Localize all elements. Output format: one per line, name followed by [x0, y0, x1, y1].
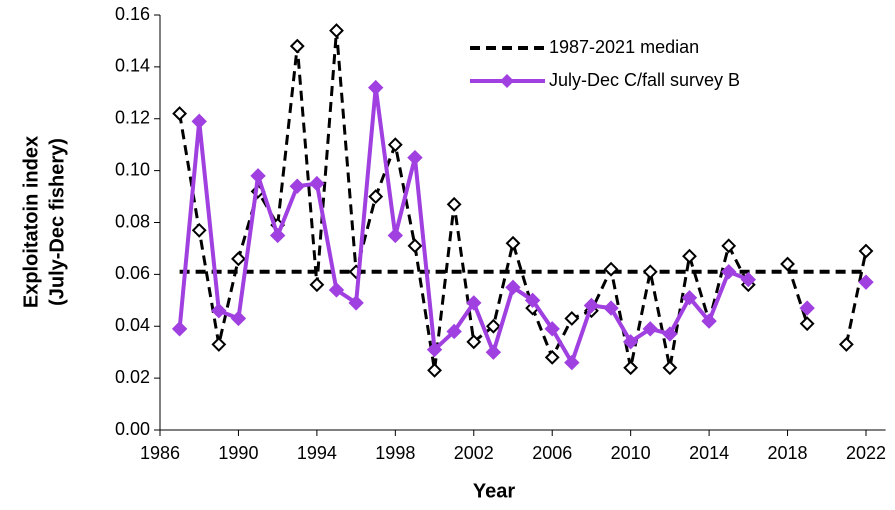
- data-point: [583, 297, 600, 314]
- data-point: [446, 196, 462, 212]
- data-point: [544, 349, 560, 365]
- data-point: [368, 79, 384, 96]
- data-point: [171, 321, 188, 337]
- data-point: [623, 360, 639, 376]
- data-point: [348, 295, 364, 311]
- data-point: [289, 38, 305, 54]
- data-point: [466, 295, 482, 311]
- data-point: [427, 362, 442, 378]
- y-tick-label: 0.00: [115, 419, 150, 439]
- data-point: [858, 243, 874, 259]
- x-tick-label: 2010: [611, 443, 651, 463]
- x-tick-label: 2002: [454, 443, 494, 463]
- data-point: [466, 334, 482, 350]
- data-point: [309, 277, 325, 293]
- x-tick-label: 2014: [689, 443, 729, 463]
- data-point: [231, 251, 246, 267]
- data-point: [780, 256, 795, 272]
- y-tick-label: 0.04: [115, 315, 150, 335]
- data-point: [799, 300, 815, 316]
- data-point: [387, 227, 404, 244]
- data-point: [211, 336, 227, 352]
- legend-marker: [500, 74, 514, 88]
- data-point: [642, 321, 658, 337]
- data-point: [858, 274, 874, 290]
- x-axis-title: Year: [473, 480, 515, 502]
- x-tick-label: 1998: [375, 443, 415, 463]
- legend-label: 1987-2021 median: [549, 37, 699, 57]
- x-tick-label: 2018: [768, 443, 808, 463]
- data-point: [564, 311, 580, 326]
- data-point: [211, 302, 227, 319]
- series-line: [178, 29, 868, 372]
- data-point: [368, 189, 384, 204]
- data-point: [838, 336, 854, 352]
- x-tick-label: 2006: [532, 443, 572, 463]
- x-tick-label: 2022: [846, 443, 886, 463]
- data-point: [642, 264, 658, 280]
- y-tick-label: 0.10: [115, 159, 150, 179]
- y-tick-label: 0.02: [115, 367, 150, 387]
- data-point: [230, 310, 247, 327]
- y-tick-label: 0.12: [115, 108, 150, 128]
- data-point: [544, 321, 560, 337]
- data-point: [191, 113, 207, 130]
- data-point: [485, 318, 501, 334]
- data-point: [328, 282, 345, 298]
- data-point: [407, 149, 423, 166]
- x-tick-label: 1990: [218, 443, 258, 463]
- data-point: [505, 279, 521, 296]
- data-point: [505, 235, 521, 251]
- data-point: [681, 290, 698, 306]
- data-point: [309, 175, 325, 192]
- data-point: [172, 106, 188, 121]
- data-point: [682, 248, 697, 264]
- data-point: [524, 292, 541, 309]
- data-point: [721, 238, 737, 254]
- data-point: [446, 323, 462, 340]
- data-point: [191, 222, 207, 238]
- series-line: [180, 88, 866, 363]
- data-point: [485, 344, 502, 360]
- data-point: [289, 178, 305, 194]
- data-point: [622, 334, 639, 350]
- data-point: [250, 168, 266, 184]
- y-axis-title: Exploitatoin index: [20, 136, 42, 308]
- y-axis-title: (July-Dec fishery): [46, 138, 68, 306]
- y-tick-label: 0.08: [115, 211, 150, 231]
- y-tick-label: 0.16: [115, 4, 150, 24]
- data-point: [799, 316, 815, 332]
- data-point: [269, 227, 286, 244]
- data-point: [407, 238, 423, 254]
- data-point: [387, 137, 403, 153]
- data-point: [329, 23, 344, 38]
- data-point: [721, 264, 737, 280]
- data-point: [603, 261, 619, 277]
- x-tick-label: 1994: [297, 443, 337, 463]
- data-point: [603, 300, 619, 316]
- y-tick-label: 0.14: [115, 56, 150, 76]
- data-point: [701, 313, 717, 329]
- y-tick-label: 0.06: [115, 263, 150, 283]
- data-point: [740, 271, 757, 288]
- data-point: [564, 354, 580, 371]
- data-point: [662, 360, 678, 376]
- data-point: [426, 341, 443, 358]
- legend-label: July-Dec C/fall survey B: [549, 70, 740, 90]
- data-point: [662, 326, 678, 342]
- x-tick-label: 1986: [140, 443, 180, 463]
